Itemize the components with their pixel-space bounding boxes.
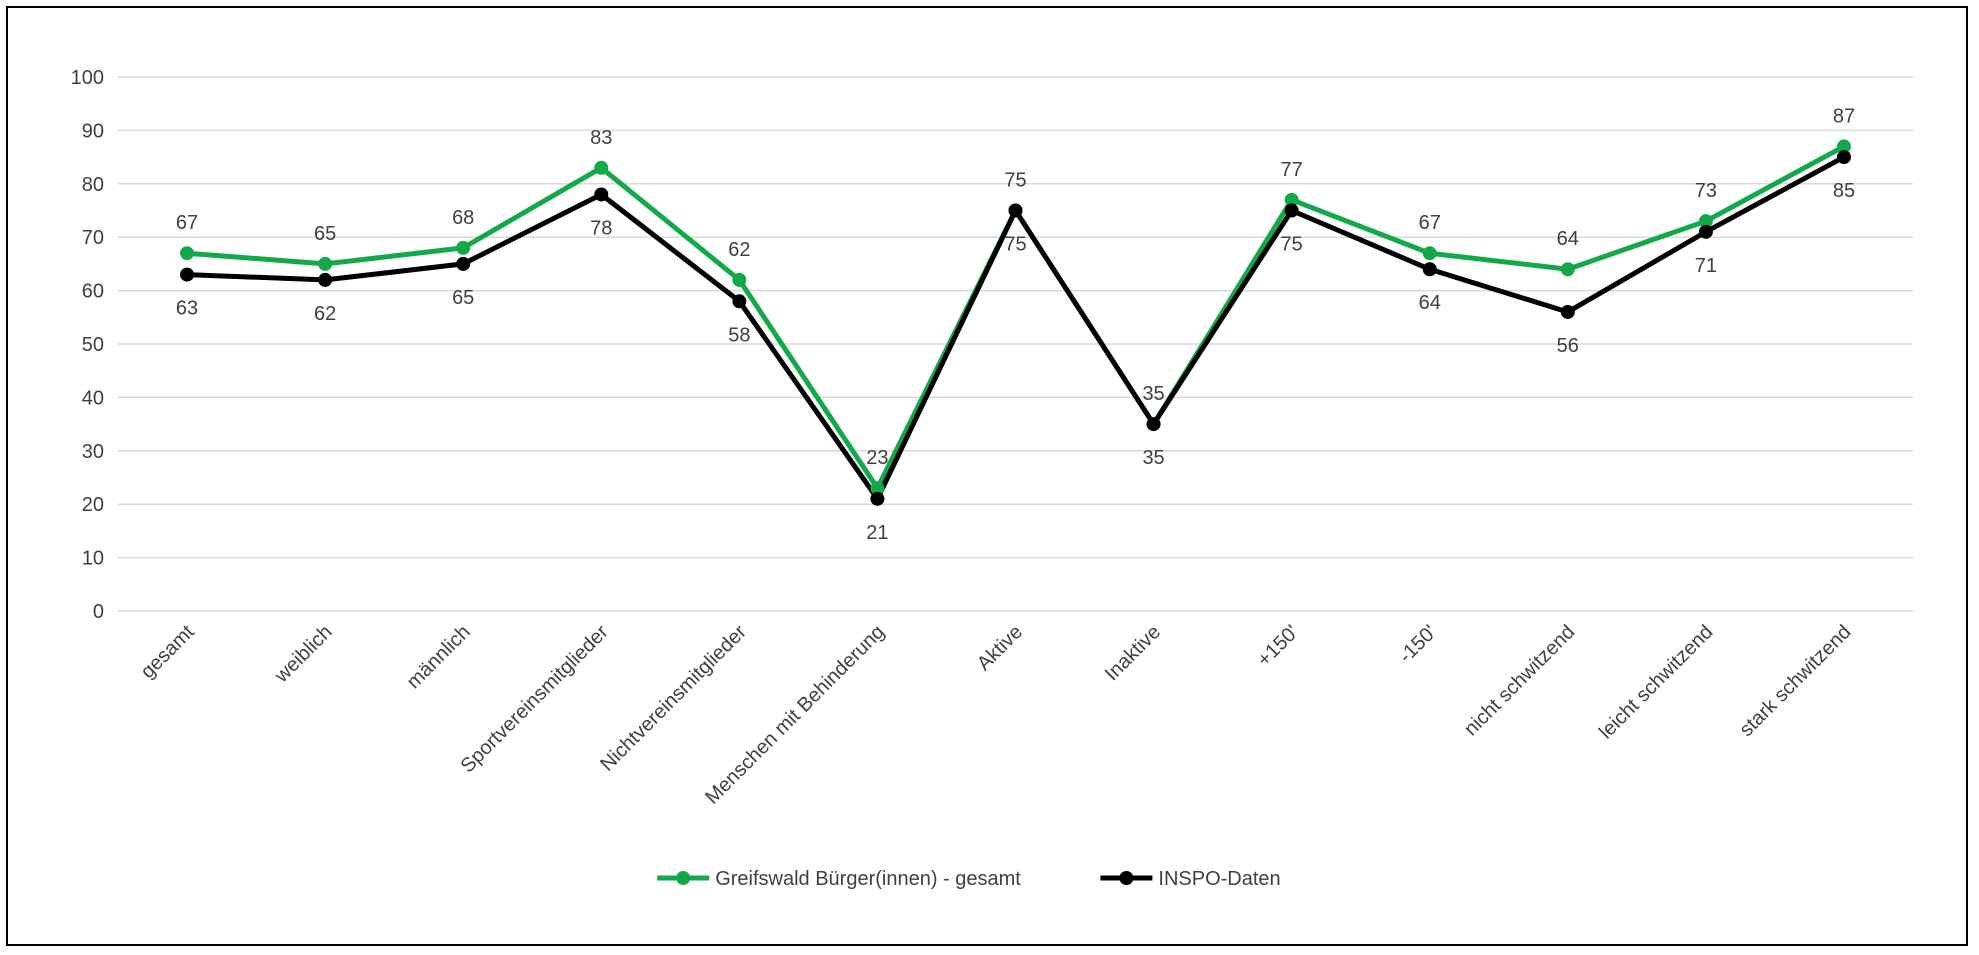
data-label: 64	[1419, 292, 1441, 314]
data-label: 73	[1695, 180, 1717, 202]
data-label: 62	[314, 303, 336, 325]
y-tick-label: 20	[82, 494, 104, 516]
data-point	[870, 491, 885, 506]
y-tick-label: 40	[82, 387, 104, 409]
data-point	[318, 272, 333, 287]
data-label: 58	[728, 324, 750, 346]
data-point	[1560, 304, 1575, 319]
data-point	[180, 246, 195, 261]
data-label: 21	[866, 522, 888, 544]
data-point	[1836, 150, 1851, 165]
data-point	[1560, 262, 1575, 277]
y-tick-label: 50	[82, 334, 104, 356]
chart-frame: 0 10 20 30 40 50 60 70 80 90 100 gesamt weiblich män…	[6, 6, 1968, 946]
x-tick-label: Sportvereinsmitglieder	[457, 621, 613, 777]
data-point	[180, 267, 195, 282]
data-point	[1698, 224, 1713, 239]
data-label: 85	[1833, 180, 1855, 202]
data-point	[1008, 203, 1023, 218]
data-label: 71	[1695, 255, 1717, 277]
data-point	[318, 256, 333, 271]
data-label: 87	[1833, 105, 1855, 127]
y-tick-label: 0	[93, 601, 104, 623]
data-point	[1836, 139, 1851, 154]
data-label: 35	[1142, 447, 1164, 469]
y-axis-ticks: 0 10 20 30 40 50 60 70 80 90 100	[71, 67, 104, 623]
x-tick-label: +150'	[1253, 621, 1303, 671]
data-point	[1284, 203, 1299, 218]
data-point	[1422, 262, 1437, 277]
data-point	[456, 256, 471, 271]
data-label: 56	[1557, 335, 1579, 357]
data-label: 64	[1557, 228, 1579, 250]
data-label: 65	[314, 223, 336, 245]
data-label: 63	[176, 298, 198, 320]
data-point	[456, 240, 471, 255]
legend-label: Greifswald Bürger(innen) - gesamt	[715, 868, 1021, 890]
legend: Greifswald Bürger(innen) - gesamt INSPO-D…	[657, 868, 1281, 890]
data-label: 35	[1142, 383, 1164, 405]
data-point	[732, 272, 747, 287]
x-axis-ticks: gesamt weiblich männlichSportvereinsmitgli…	[137, 621, 1856, 809]
legend-swatch-marker	[676, 871, 691, 885]
line-chart: 0 10 20 30 40 50 60 70 80 90 100 gesamt weiblich män…	[71, 67, 1913, 890]
data-label: 75	[1004, 234, 1026, 256]
data-label: 78	[590, 217, 612, 239]
y-tick-label: 70	[82, 227, 104, 249]
data-labels: 67 65 68 83 62 23 75 35 77 67 64 73 87 63 62 65 78 58 21 75…	[176, 105, 1855, 543]
x-tick-label: stark schwitzend	[1735, 621, 1855, 741]
x-tick-label: männlich	[403, 621, 475, 693]
data-label: 68	[452, 207, 474, 229]
data-label: 67	[176, 212, 198, 234]
x-tick-label: nicht schwitzend	[1460, 621, 1579, 740]
data-point	[1698, 214, 1713, 229]
data-label: 77	[1281, 159, 1303, 181]
legend-label: INSPO-Daten	[1158, 868, 1280, 890]
data-point	[870, 481, 885, 496]
x-tick-label: weiblich	[270, 621, 337, 688]
data-point	[1422, 246, 1437, 261]
legend-swatch-marker	[1119, 871, 1134, 885]
x-tick-label: -150'	[1395, 621, 1442, 668]
data-point	[1146, 417, 1161, 432]
x-tick-label: gesamt	[137, 621, 199, 683]
data-point	[594, 160, 609, 175]
series-line-0	[184, 143, 1847, 491]
data-label: 67	[1419, 212, 1441, 234]
data-label: 65	[452, 287, 474, 309]
y-tick-label: 10	[82, 548, 104, 570]
data-point	[594, 187, 609, 202]
data-label: 83	[590, 127, 612, 149]
y-tick-label: 100	[71, 67, 104, 89]
data-label: 75	[1281, 234, 1303, 256]
x-tick-label: leicht schwitzend	[1595, 621, 1717, 743]
y-tick-label: 80	[82, 174, 104, 196]
gridlines	[118, 76, 1913, 612]
y-tick-label: 90	[82, 120, 104, 142]
x-tick-label: Inaktive	[1101, 621, 1165, 685]
y-tick-label: 60	[82, 281, 104, 303]
data-point	[1284, 192, 1299, 207]
data-label: 23	[866, 447, 888, 469]
data-point	[732, 294, 747, 309]
data-label: 75	[1004, 170, 1026, 192]
x-tick-label: Aktive	[973, 621, 1027, 675]
y-tick-label: 30	[82, 441, 104, 463]
series-lines	[180, 139, 1851, 506]
data-label: 62	[728, 239, 750, 261]
x-tick-label: Nichtvereinsmitglieder	[596, 621, 751, 776]
